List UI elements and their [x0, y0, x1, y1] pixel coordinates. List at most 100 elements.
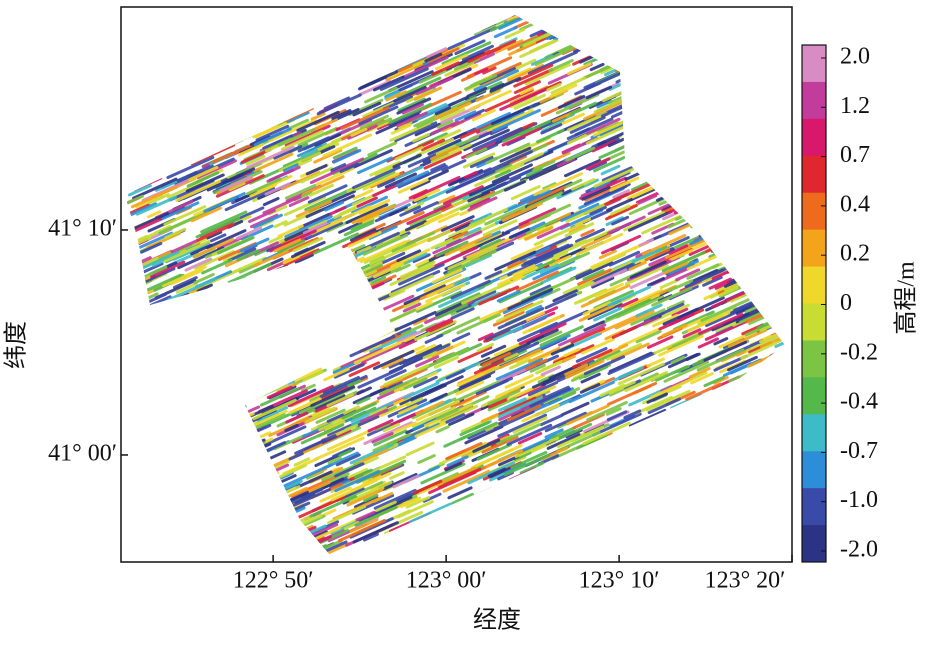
track-streak [125, 363, 151, 377]
track-streak [627, 38, 670, 60]
track-streak [572, 488, 619, 511]
track-streak [617, 61, 642, 75]
track-streak [403, 381, 440, 400]
track-streak [436, 292, 481, 314]
track-streak [541, 22, 564, 34]
track-streak [154, 224, 172, 235]
track-streak [295, 343, 318, 355]
track-streak [174, 48, 196, 60]
track-streak [272, 16, 300, 30]
track-streak [556, 157, 575, 168]
track-streak [629, 260, 667, 279]
track-streak [698, 440, 749, 465]
track-streak [295, 199, 332, 218]
track-streak [125, 418, 155, 437]
track-streak [369, 59, 398, 74]
track-streak [135, 79, 186, 104]
track-streak [583, 320, 605, 332]
track-streak [184, 15, 224, 26]
track-streak [262, 134, 294, 150]
track-streak [187, 399, 219, 416]
track-streak [333, 84, 352, 95]
track-streak [209, 480, 234, 493]
track-streak [377, 473, 418, 493]
track-streak [359, 114, 389, 130]
track-streak [484, 270, 503, 280]
track-streak [524, 63, 571, 86]
track-streak [268, 235, 283, 244]
track-streak [653, 31, 678, 44]
track-streak [200, 518, 234, 535]
track-streak [527, 186, 566, 205]
track-streak [361, 214, 380, 224]
track-streak [656, 152, 698, 172]
track-streak [612, 189, 631, 199]
track-streak [383, 364, 429, 387]
track-streak [417, 185, 456, 205]
track-streak [676, 449, 699, 461]
track-streak [757, 385, 784, 399]
track-streak [396, 249, 422, 263]
track-streak [384, 90, 401, 100]
track-streak [222, 106, 241, 117]
track-streak [263, 20, 286, 33]
track-streak [678, 151, 718, 170]
track-streak [593, 167, 635, 188]
track-streak [550, 426, 577, 440]
track-streak [755, 297, 774, 308]
track-streak [712, 146, 740, 161]
track-streak [218, 449, 261, 470]
track-streak [362, 545, 381, 555]
track-streak [341, 402, 377, 420]
track-streak [522, 502, 542, 513]
track-streak [345, 203, 389, 225]
track-streak [607, 215, 646, 235]
track-streak [125, 373, 152, 389]
track-streak [319, 486, 352, 503]
track-streak [684, 86, 706, 98]
track-streak [150, 376, 190, 396]
track-streak [567, 111, 608, 132]
track-streak [663, 261, 689, 275]
track-streak [199, 132, 215, 141]
track-streak [725, 399, 765, 419]
track-streak [560, 202, 600, 222]
track-streak [517, 231, 533, 241]
track-streak [291, 261, 337, 284]
track-streak [746, 430, 785, 455]
track-streak [412, 175, 461, 200]
track-streak [649, 15, 697, 21]
track-streak [647, 102, 664, 112]
track-streak [696, 508, 735, 528]
track-streak [252, 398, 297, 421]
track-streak [739, 460, 773, 477]
colorbar-band [802, 266, 826, 304]
track-streak [628, 261, 647, 271]
track-streak [734, 164, 781, 187]
track-streak [525, 218, 559, 235]
track-streak [188, 84, 213, 97]
track-streak [228, 256, 267, 276]
track-streak [520, 434, 558, 453]
track-streak [331, 109, 352, 120]
track-streak [351, 61, 380, 77]
track-streak [681, 535, 696, 544]
track-streak [567, 62, 592, 76]
track-streak [125, 394, 169, 417]
track-streak [735, 304, 756, 315]
track-streak [332, 344, 349, 354]
track-streak [264, 272, 310, 295]
track-streak [667, 126, 708, 147]
track-streak [744, 323, 770, 337]
track-streak [279, 270, 321, 291]
track-streak [703, 66, 728, 80]
track-streak [761, 91, 785, 106]
track-streak [150, 385, 200, 409]
track-streak [255, 334, 293, 353]
track-streak [420, 322, 438, 333]
track-streak [288, 452, 304, 461]
track-streak [414, 320, 457, 341]
track-streak [367, 17, 383, 27]
track-streak [773, 301, 785, 314]
track-streak [720, 479, 737, 489]
